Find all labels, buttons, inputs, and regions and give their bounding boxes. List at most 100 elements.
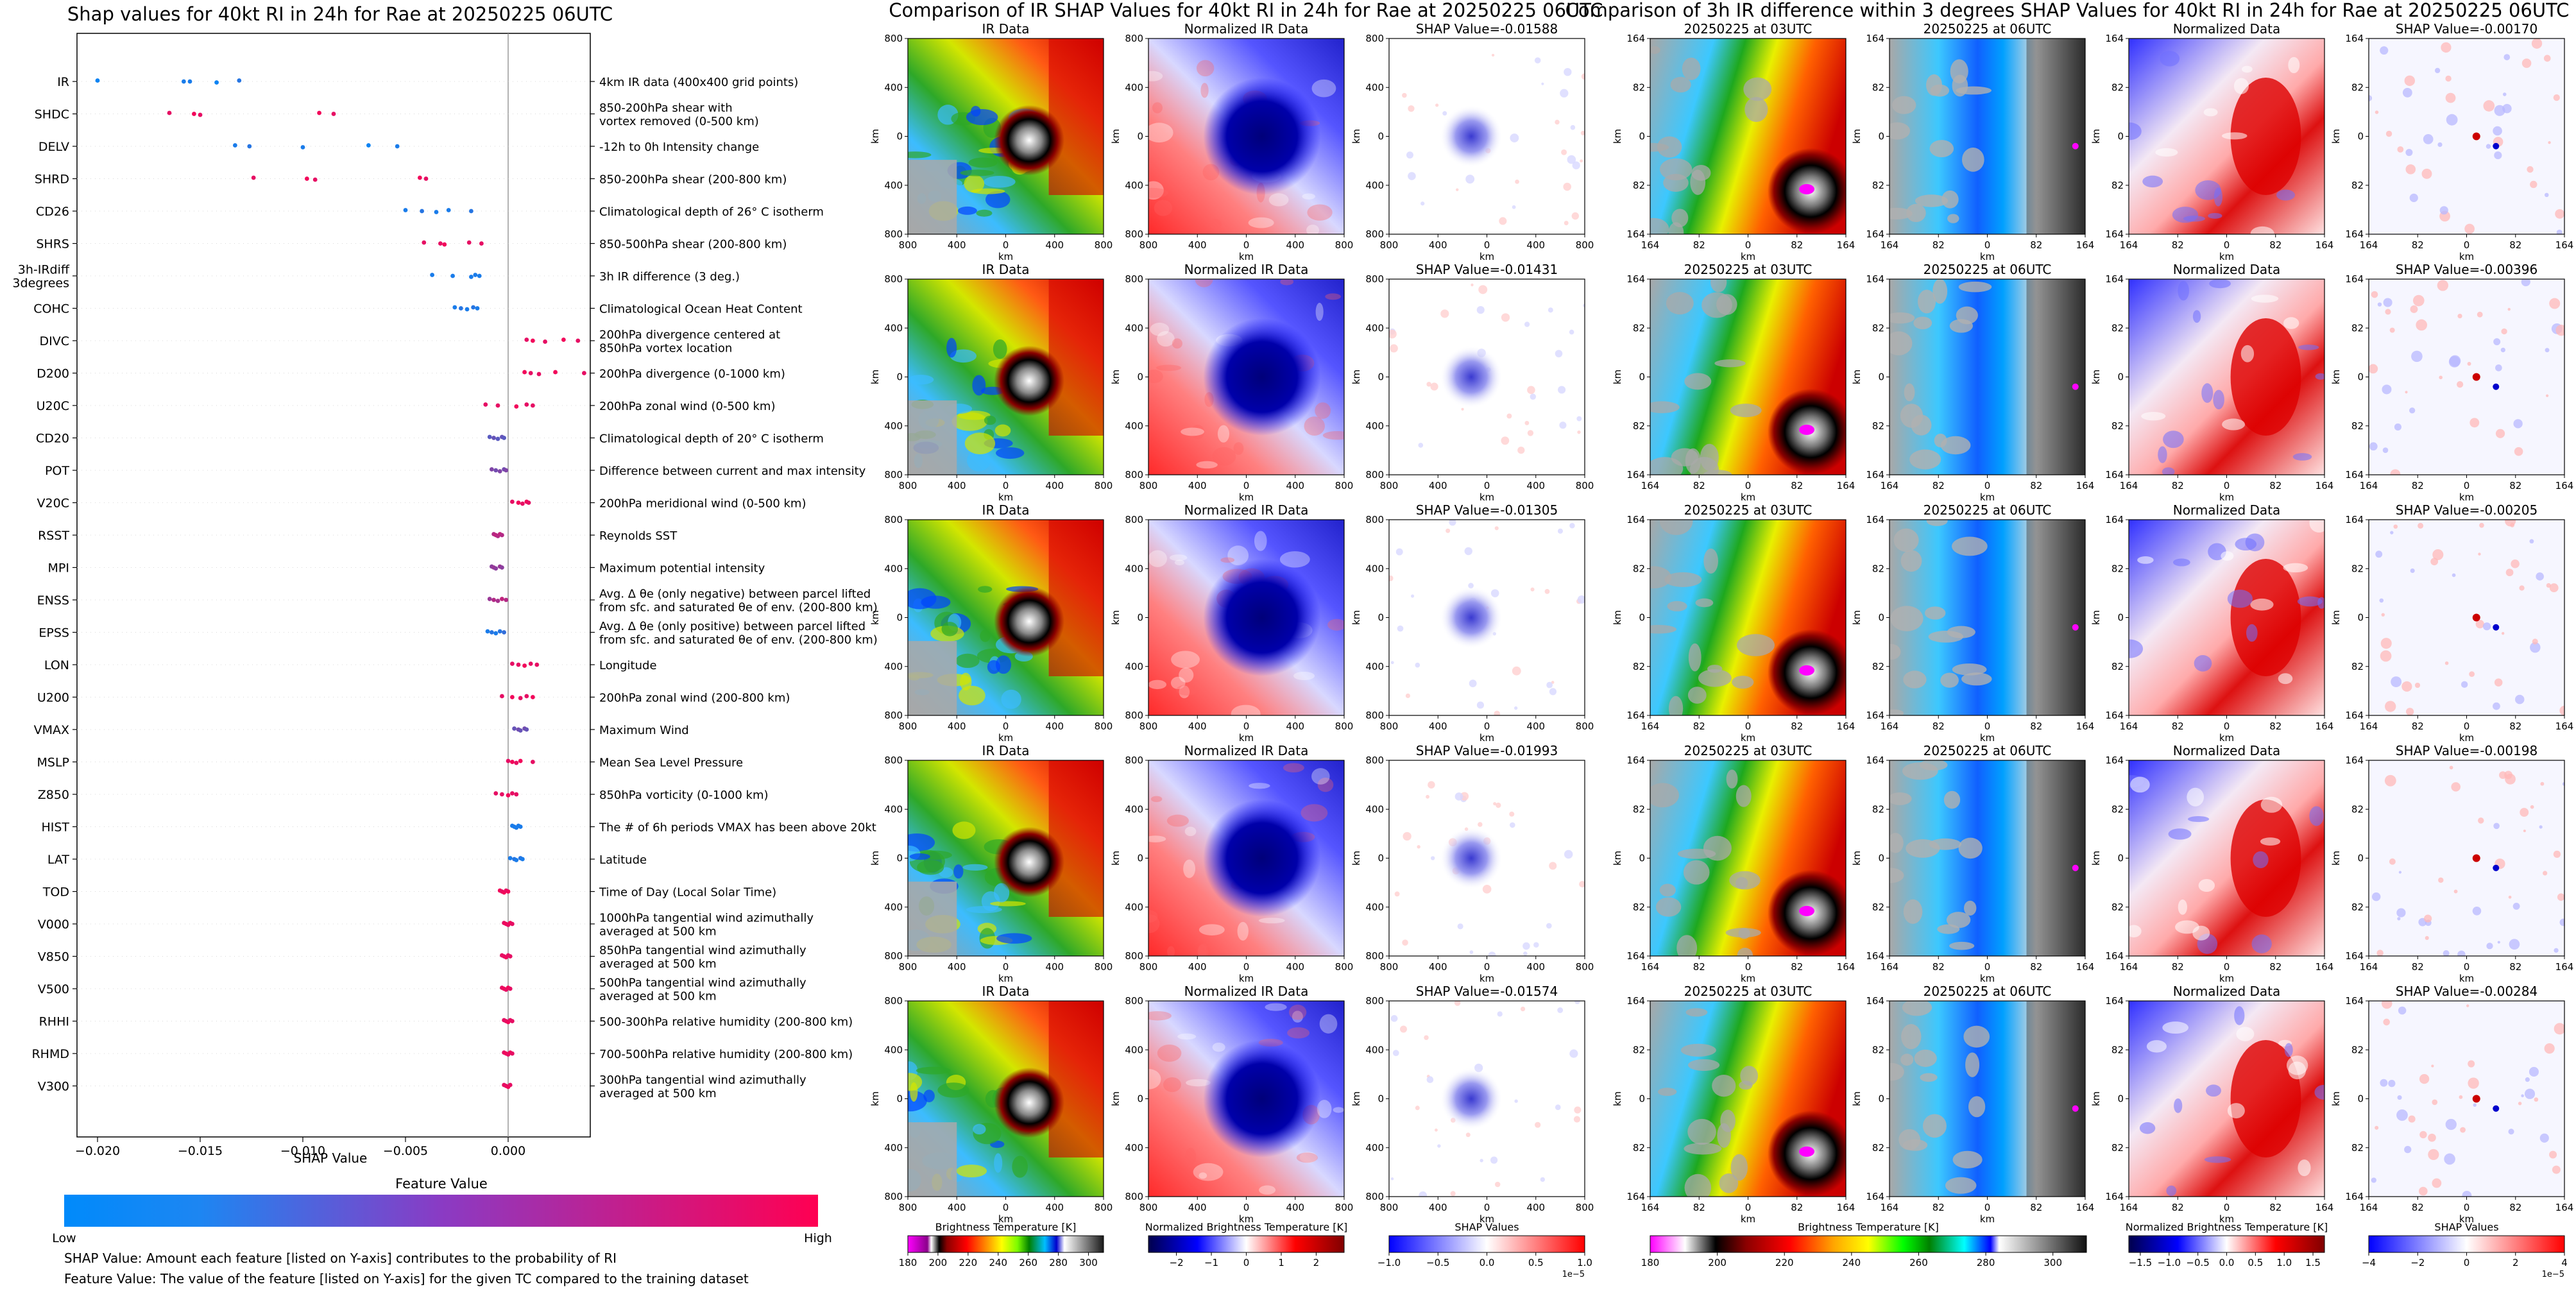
x-tick-label: 400 <box>1429 721 1447 732</box>
colorbar-low-label: Low <box>52 1231 76 1245</box>
x-tick-label: 400 <box>1188 721 1207 732</box>
y-axis-label: km <box>1110 129 1122 144</box>
x-tick-label: 164 <box>2555 961 2574 973</box>
panel-image <box>908 760 1104 956</box>
x-axis-label: km <box>2459 251 2474 262</box>
colorbar-gradient <box>1388 1235 1585 1253</box>
feature-name: SHRD <box>35 173 69 187</box>
x-tick-label: 800 <box>1139 480 1158 491</box>
x-tick-label: 400 <box>948 961 966 973</box>
y-tick-label: 0 <box>896 853 903 864</box>
feature-row: LAT Latitude <box>47 853 647 867</box>
y-tick-label: 800 <box>884 514 903 525</box>
y-tick-label: 400 <box>884 420 903 432</box>
shap-point <box>312 177 318 182</box>
x-tick-label: 164 <box>1641 239 1660 251</box>
x-tick-label: 82 <box>1791 961 1803 973</box>
colorbar-tick-label: 240 <box>1843 1257 1861 1268</box>
y-axis-label: km <box>2090 610 2102 625</box>
x-tick-label: 800 <box>1139 721 1158 732</box>
x-tick-label: 0 <box>2464 961 2470 973</box>
x-tick-label: 400 <box>1188 961 1207 973</box>
colorbar-tick-label: 220 <box>1775 1257 1794 1268</box>
y-tick-label: 82 <box>2351 420 2364 432</box>
x-tick-label: 82 <box>2172 721 2184 732</box>
y-tick-label: 800 <box>1365 33 1384 44</box>
y-tick-label: 164 <box>2345 514 2364 525</box>
y-tick-label: 800 <box>1125 995 1143 1007</box>
panel-image <box>1389 1001 1585 1197</box>
x-tick-label: 400 <box>1188 480 1207 491</box>
x-tick-label: 400 <box>1286 721 1304 732</box>
x-tick-label: 0 <box>1003 721 1009 732</box>
shap-point <box>493 791 499 796</box>
shap-point <box>524 337 529 342</box>
feature-name: V000 <box>38 918 69 932</box>
y-tick-label: 82 <box>1872 661 1884 672</box>
x-axis-label: km <box>998 251 1013 262</box>
x-tick-label: 800 <box>1095 961 1113 973</box>
colorbar-tick-label: 2 <box>1313 1257 1320 1268</box>
y-axis-label: km <box>1351 370 1362 384</box>
shap-point <box>522 370 527 375</box>
colorbar: SHAP Values −4 −2 0 2 4 1e−5 <box>2362 1221 2568 1279</box>
y-tick-label: 400 <box>1125 661 1143 672</box>
panel-image <box>1650 38 1846 234</box>
shap-point <box>528 662 533 666</box>
y-tick-label: 0 <box>1137 1093 1143 1105</box>
panel-title: 20250225 at 06UTC <box>1923 502 2052 518</box>
colorbar-tick-label: 260 <box>1019 1257 1037 1268</box>
x-tick-label: 164 <box>2120 239 2138 251</box>
x-tick-label: 400 <box>948 480 966 491</box>
x-axis-label: km <box>2219 251 2234 262</box>
x-tick-label: 82 <box>1932 961 1945 973</box>
x-axis-label: km <box>2459 1213 2474 1225</box>
y-tick-label: 164 <box>1626 950 1645 962</box>
x-tick-label: 82 <box>2172 961 2184 973</box>
feature-row: HIST The # of 6h periods VMAX has been ab… <box>41 821 876 835</box>
x-axis-label: SHAP Value <box>294 1150 368 1166</box>
shap-point <box>504 468 509 473</box>
y-tick-label: 400 <box>884 901 903 913</box>
feature-description: averaged at 500 km <box>599 957 717 971</box>
x-tick-label: 0 <box>1243 239 1250 251</box>
panel-image <box>1650 1001 1846 1197</box>
x-tick-label: 0.000 <box>491 1144 525 1158</box>
y-tick-label: 0 <box>1639 131 1645 142</box>
x-tick-label: 400 <box>948 239 966 251</box>
feature-name: U200 <box>37 691 69 705</box>
panel-image <box>1650 760 1846 956</box>
y-tick-label: 800 <box>1365 710 1384 721</box>
y-tick-label: 164 <box>2345 273 2364 285</box>
feature-row: COHC Climatological Ocean Heat Content <box>33 302 802 316</box>
y-tick-label: 164 <box>2105 755 2124 766</box>
y-tick-label: 800 <box>884 1191 903 1202</box>
shap-point <box>442 242 447 247</box>
panel-image <box>908 1001 1104 1197</box>
y-tick-label: 400 <box>884 1142 903 1154</box>
x-tick-label: 164 <box>1881 961 1899 973</box>
feature-description: 850hPa tangential wind azimuthally <box>599 944 806 957</box>
shap-point <box>518 728 523 733</box>
y-tick-label: 400 <box>1365 803 1384 815</box>
x-tick-label: 82 <box>2030 239 2042 251</box>
y-axis-label: km <box>1612 129 1623 144</box>
feature-row: U20C 200hPa zonal wind (0-500 km) <box>37 399 776 413</box>
y-tick-label: 82 <box>2111 180 2124 191</box>
x-tick-label: 800 <box>1335 480 1354 491</box>
x-tick-label: 164 <box>2316 721 2334 732</box>
shap-point <box>477 273 482 278</box>
feature-description: 200hPa zonal wind (200-800 km) <box>599 692 790 705</box>
panel-image <box>2369 38 2564 234</box>
shap-point <box>514 404 519 409</box>
shap-point <box>167 110 172 115</box>
shap-point <box>493 566 499 571</box>
colorbar-multiplier: 1e−5 <box>1562 1270 1585 1279</box>
y-tick-label: 164 <box>2345 995 2364 1007</box>
panel-title: IR Data <box>982 984 1030 999</box>
feature-name: SHDC <box>35 108 69 122</box>
shap-point <box>514 792 519 797</box>
